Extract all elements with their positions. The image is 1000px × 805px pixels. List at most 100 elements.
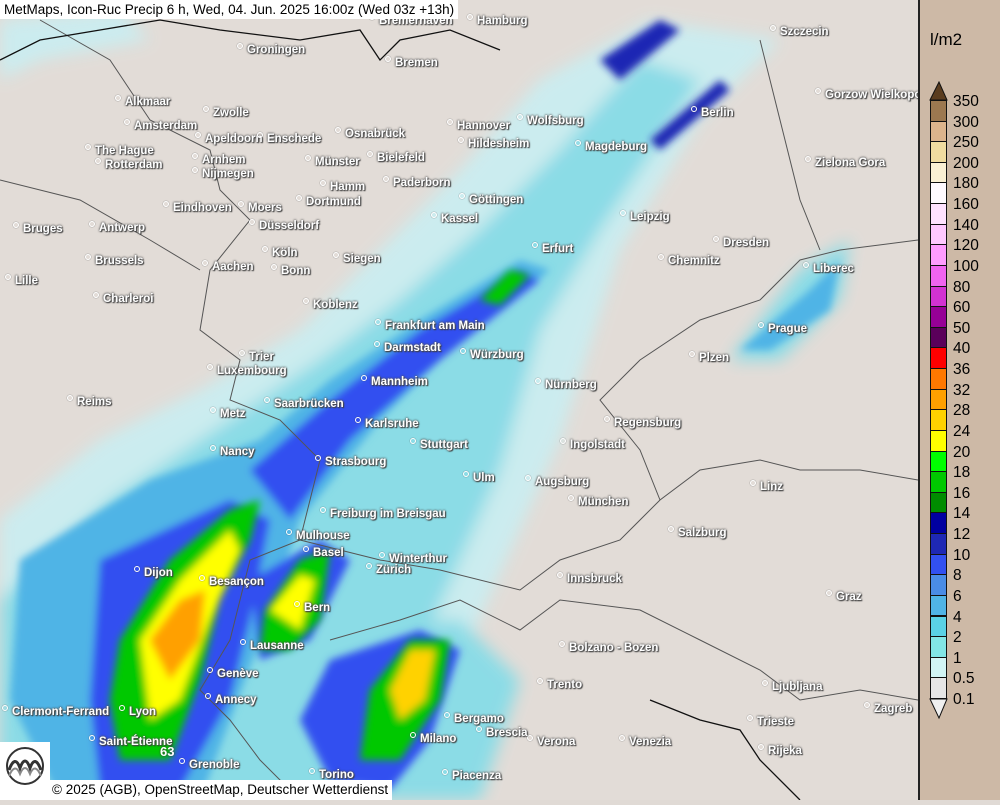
city-label: Grenoble <box>179 758 239 771</box>
city-name: Münster <box>315 156 360 168</box>
city-dot-icon <box>758 744 764 750</box>
city-label: Hamburg <box>467 14 527 27</box>
city-label: Zürich <box>366 563 411 576</box>
city-label: Magdeburg <box>575 140 647 153</box>
city-name: Dijon <box>144 567 173 579</box>
city-name: Augsburg <box>535 476 590 488</box>
legend-swatch <box>930 120 947 143</box>
city-dot-icon <box>5 274 11 280</box>
city-name: Arnhem <box>202 154 246 166</box>
city-label: Chemnitz <box>658 254 720 267</box>
city-label: Graz <box>826 590 862 603</box>
city-label: Bruges <box>13 222 63 235</box>
map-title: MetMaps, Icon-Ruc Precip 6 h, Wed, 04. J… <box>0 0 459 19</box>
city-name: Eindhoven <box>173 202 232 214</box>
city-name: Stuttgart <box>420 439 468 451</box>
legend-swatch <box>930 388 947 411</box>
city-dot-icon <box>459 193 465 199</box>
city-name: Kassel <box>441 213 479 225</box>
legend-swatch <box>930 533 947 555</box>
city-dot-icon <box>385 56 391 62</box>
city-name: Saarbrücken <box>274 398 344 410</box>
city-dot-icon <box>557 572 563 578</box>
city-dot-icon <box>239 350 245 356</box>
city-label: Bergamo <box>444 712 504 725</box>
city-name: Clermont-Ferrand <box>12 706 110 718</box>
city-dot-icon <box>95 158 101 164</box>
map-canvas <box>0 10 918 800</box>
city-label: Osnabrück <box>335 127 405 140</box>
city-dot-icon <box>463 471 469 477</box>
city-dot-icon <box>689 351 695 357</box>
city-label: Dortmund <box>296 195 361 208</box>
city-dot-icon <box>826 590 832 596</box>
city-dot-icon <box>294 601 300 607</box>
legend-label: 6 <box>953 587 962 605</box>
city-label: Trier <box>239 350 274 363</box>
city-name: Trento <box>547 679 583 691</box>
city-dot-icon <box>568 495 574 501</box>
city-name: Torino <box>319 769 354 781</box>
city-name: Lausanne <box>250 640 304 652</box>
city-label: Brussels <box>85 254 144 267</box>
legend-swatch <box>930 553 947 576</box>
city-name: Ingolstadt <box>570 439 625 451</box>
city-label: Rijeka <box>758 744 802 757</box>
city-name: Leipzig <box>630 211 670 223</box>
city-dot-icon <box>271 264 277 270</box>
city-dot-icon <box>237 43 243 49</box>
city-dot-icon <box>447 119 453 125</box>
city-dot-icon <box>210 445 216 451</box>
city-name: Plzen <box>699 352 730 364</box>
city-dot-icon <box>262 246 268 252</box>
city-dot-icon <box>476 726 482 732</box>
city-label: Metz <box>210 407 246 420</box>
city-dot-icon <box>93 292 99 298</box>
city-label: Nancy <box>210 445 255 458</box>
city-label: Moers <box>238 201 282 214</box>
city-name: Hildesheim <box>468 138 530 150</box>
city-label: Nijmegen <box>192 167 254 180</box>
city-dot-icon <box>207 667 213 673</box>
city-name: Prague <box>768 323 807 335</box>
city-label: Winterthur <box>379 552 447 565</box>
city-name: Luxembourg <box>217 365 287 377</box>
city-name: Liberec <box>813 263 854 275</box>
city-label: München <box>568 495 628 508</box>
city-name: Venezia <box>629 736 672 748</box>
city-dot-icon <box>2 705 8 711</box>
city-dot-icon <box>431 212 437 218</box>
legend-swatch <box>930 636 947 658</box>
city-name: Lyon <box>129 706 157 718</box>
city-label: Szczecin <box>770 25 829 38</box>
city-name: Mulhouse <box>296 530 350 542</box>
city-label: Groningen <box>237 43 305 56</box>
city-dot-icon <box>750 480 756 486</box>
city-label: Zagreb <box>864 702 912 715</box>
city-name: Mannheim <box>371 376 428 388</box>
city-label: Luxembourg <box>207 364 287 377</box>
city-label: Göttingen <box>459 193 523 206</box>
city-name: Darmstadt <box>384 342 441 354</box>
legend-swatch <box>930 264 947 287</box>
city-label: Arnhem <box>192 153 245 166</box>
city-label: Leipzig <box>620 210 670 223</box>
precipitation-map[interactable]: Bremerhaven Hamburg Szczecin Groningen Breme… <box>0 0 918 800</box>
city-name: Antwerp <box>99 222 145 234</box>
city-label: Hamm <box>320 180 365 193</box>
city-dot-icon <box>195 132 201 138</box>
city-name: Hannover <box>457 120 511 132</box>
city-dot-icon <box>192 153 198 159</box>
city-dot-icon <box>803 262 809 268</box>
legend-swatch <box>930 409 947 431</box>
city-name: Bonn <box>281 265 311 277</box>
city-label: Bern <box>294 601 330 614</box>
city-name: Düsseldorf <box>259 220 320 232</box>
city-label: Freiburg im Breisgau <box>320 507 446 520</box>
city-label: Aachen <box>202 260 254 273</box>
city-name: Ulm <box>473 472 495 484</box>
legend-label: 0.5 <box>953 670 975 688</box>
city-label: Regensburg <box>604 416 681 429</box>
city-label: Plzen <box>689 351 729 364</box>
legend-label: 2 <box>953 629 962 647</box>
